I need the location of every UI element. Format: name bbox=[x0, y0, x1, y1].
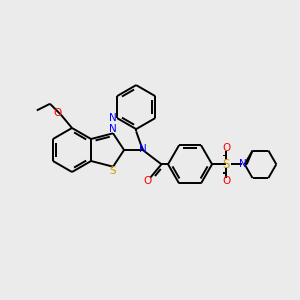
Text: N: N bbox=[109, 113, 117, 123]
Text: N: N bbox=[139, 145, 147, 154]
Text: N: N bbox=[109, 124, 117, 134]
Text: O: O bbox=[54, 108, 62, 118]
Text: O: O bbox=[222, 176, 230, 185]
Text: S: S bbox=[223, 158, 230, 171]
Text: S: S bbox=[110, 166, 116, 176]
Text: N: N bbox=[239, 159, 247, 169]
Text: O: O bbox=[222, 143, 230, 153]
Text: O: O bbox=[143, 176, 152, 185]
